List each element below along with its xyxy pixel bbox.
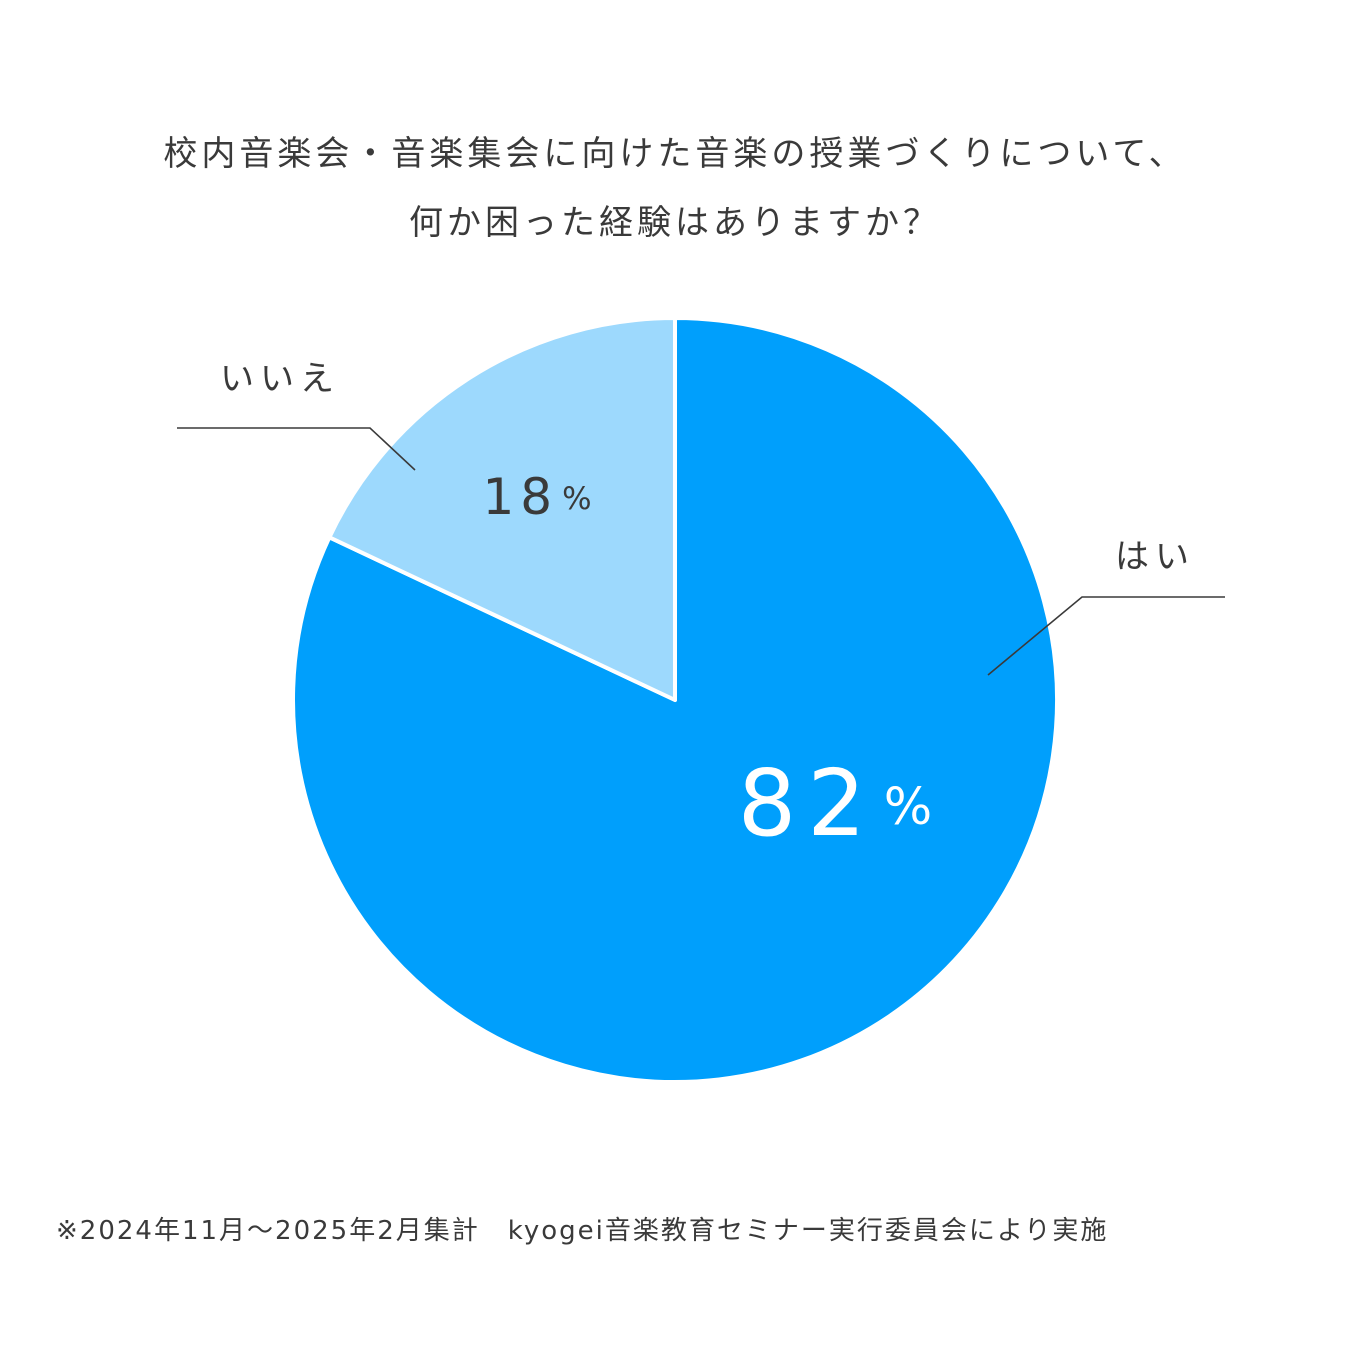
slice-category-label-2: いいえ bbox=[220, 359, 340, 399]
chart-title-line2: 何か困った経験はありますか？ bbox=[409, 203, 941, 243]
slice-value-label-1: 82% bbox=[738, 750, 933, 857]
slice-category-label-1: はい bbox=[1115, 537, 1195, 577]
leader-line-1 bbox=[987, 596, 1225, 676]
leader-line-2 bbox=[177, 427, 416, 471]
chart-title-line1: 校内音楽会・音楽集会に向けた音楽の授業づくりについて、 bbox=[163, 134, 1187, 174]
pie-slice-2 bbox=[327, 316, 677, 702]
slice-value-label-2: 18% bbox=[482, 468, 591, 526]
footer-note: ※2024年11月～2025年2月集計 kyogei音楽教育セミナー実行委員会に… bbox=[56, 1216, 1109, 1246]
